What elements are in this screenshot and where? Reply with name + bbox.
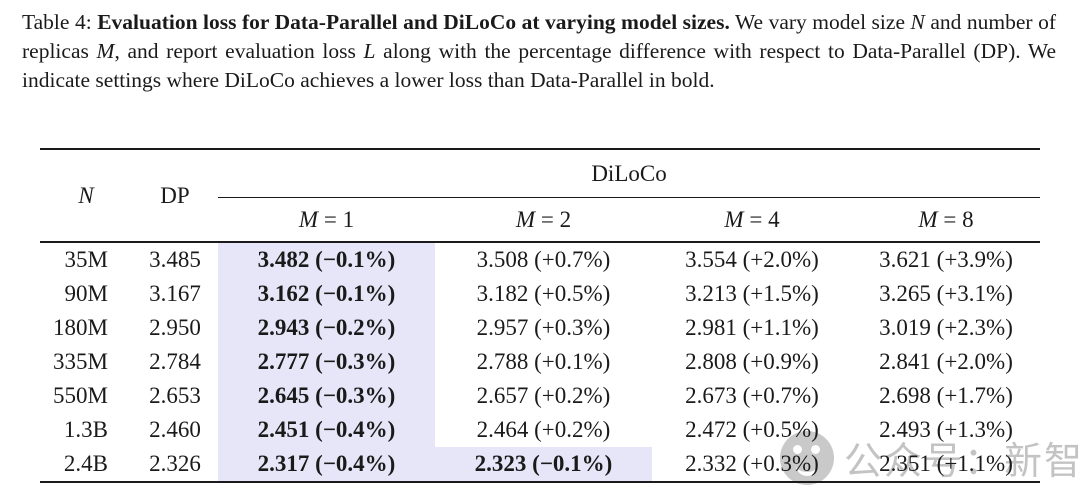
table-caption: Table 4: Evaluation loss for Data-Parall… bbox=[22, 10, 1056, 92]
cell-m2-loss: 3.182 (+0.5%) bbox=[476, 281, 611, 306]
cell-m4-loss: 2.472 (+0.5%) bbox=[685, 417, 819, 442]
cell-m4-loss: 3.554 (+2.0%) bbox=[685, 247, 819, 272]
cell-m8-loss: 2.841 (+2.0%) bbox=[879, 349, 1013, 374]
col-header-DP: DP bbox=[132, 149, 218, 243]
col-group-header-diloco: DiLoCo bbox=[218, 149, 1041, 198]
cell-m4-loss: 2.332 (+0.3%) bbox=[685, 451, 819, 476]
cell-dp-loss: 2.784 bbox=[149, 349, 201, 374]
watermark-text: 公众号：新智元 bbox=[844, 439, 1080, 483]
caption-bold-title: Evaluation loss for Data-Parallel and Di… bbox=[97, 10, 730, 34]
math-var-M: M bbox=[96, 39, 115, 63]
cell-m1-loss: 2.451 (−0.4%) bbox=[218, 413, 435, 447]
cell-m8-loss: 2.698 (+1.7%) bbox=[879, 383, 1013, 408]
header-row-group: N DP DiLoCo bbox=[40, 149, 1041, 243]
header-row-replicas: M = 1 M = 2 M = 4 M = 8 bbox=[40, 197, 1041, 243]
watermark: 公众号：新智元 bbox=[780, 430, 1080, 485]
cell-m1-loss: 3.482 (−0.1%) bbox=[218, 242, 435, 277]
cell-m2-loss: 2.657 (+0.2%) bbox=[476, 383, 611, 408]
col-header-m2: M = 2 bbox=[435, 197, 652, 243]
cell-m4-loss: 3.213 (+1.5%) bbox=[685, 281, 819, 306]
cell-dp-loss: 2.653 bbox=[149, 383, 201, 408]
cell-dp-loss: 2.950 bbox=[149, 315, 201, 340]
math-var-L: L bbox=[363, 39, 376, 63]
cell-m1-loss: 3.162 (−0.1%) bbox=[218, 277, 435, 311]
cell-model-size: 550M bbox=[53, 383, 108, 408]
table-row: 1.3B 2.460 2.451 (−0.4%) 2.464 (+0.2%) 2… bbox=[40, 413, 1040, 447]
cell-model-size: 335M bbox=[53, 349, 108, 374]
cell-m4-loss: 2.673 (+0.7%) bbox=[685, 383, 819, 408]
results-table-wrapper: N DP DiLoCo M = 1 M = 2 M = 4 M = 8 35M … bbox=[40, 148, 1041, 483]
cell-m4-loss: 2.808 (+0.9%) bbox=[685, 349, 819, 374]
cell-m8-loss: 3.019 (+2.3%) bbox=[879, 315, 1013, 340]
table-row: 180M 2.950 2.943 (−0.2%) 2.957 (+0.3%) 2… bbox=[40, 311, 1040, 345]
cell-m2-loss: 2.957 (+0.3%) bbox=[476, 315, 611, 340]
cell-model-size: 35M bbox=[64, 247, 108, 272]
cell-dp-loss: 2.460 bbox=[149, 417, 201, 442]
cell-m1-loss: 2.777 (−0.3%) bbox=[218, 345, 435, 379]
chat-face-icon bbox=[780, 430, 834, 485]
cell-m8-loss: 3.265 (+3.1%) bbox=[879, 281, 1013, 306]
cell-m1-loss: 2.317 (−0.4%) bbox=[218, 447, 435, 482]
col-header-N: N bbox=[40, 149, 132, 243]
table-row: 2.4B 2.326 2.317 (−0.4%) 2.323 (−0.1%) 2… bbox=[40, 447, 1040, 482]
cell-m4-loss: 2.981 (+1.1%) bbox=[685, 315, 819, 340]
cell-m8-loss: 3.621 (+3.9%) bbox=[879, 247, 1013, 272]
table-row: 90M 3.167 3.162 (−0.1%) 3.182 (+0.5%) 3.… bbox=[40, 277, 1040, 311]
cell-m2-loss: 2.464 (+0.2%) bbox=[476, 417, 611, 442]
table-row: 335M 2.784 2.777 (−0.3%) 2.788 (+0.1%) 2… bbox=[40, 345, 1040, 379]
table-row: 35M 3.485 3.482 (−0.1%) 3.508 (+0.7%) 3.… bbox=[40, 242, 1040, 277]
cell-m8-loss: 2.493 (+1.3%) bbox=[879, 417, 1013, 442]
cell-m2-loss: 2.323 (−0.1%) bbox=[435, 447, 652, 482]
math-var-N: N bbox=[910, 10, 925, 34]
cell-model-size: 2.4B bbox=[63, 451, 108, 476]
caption-label: Table 4: bbox=[22, 10, 98, 34]
results-table: N DP DiLoCo M = 1 M = 2 M = 4 M = 8 35M … bbox=[40, 148, 1041, 483]
cell-model-size: 90M bbox=[64, 281, 108, 306]
cell-model-size: 1.3B bbox=[63, 417, 108, 442]
cell-m1-loss: 2.645 (−0.3%) bbox=[218, 379, 435, 413]
col-header-m1: M = 1 bbox=[218, 197, 435, 243]
cell-dp-loss: 2.326 bbox=[149, 451, 201, 476]
col-header-m4: M = 4 bbox=[652, 197, 852, 243]
table-row: 550M 2.653 2.645 (−0.3%) 2.657 (+0.2%) 2… bbox=[40, 379, 1040, 413]
cell-m1-loss: 2.943 (−0.2%) bbox=[218, 311, 435, 345]
cell-m8-loss: 2.351 (+1.1%) bbox=[879, 451, 1013, 476]
cell-m2-loss: 2.788 (+0.1%) bbox=[476, 349, 611, 374]
cell-m2-loss: 3.508 (+0.7%) bbox=[476, 247, 611, 272]
cell-model-size: 180M bbox=[53, 315, 108, 340]
cell-dp-loss: 3.167 bbox=[149, 281, 201, 306]
cell-dp-loss: 3.485 bbox=[149, 247, 201, 272]
col-header-m8: M = 8 bbox=[852, 197, 1041, 243]
